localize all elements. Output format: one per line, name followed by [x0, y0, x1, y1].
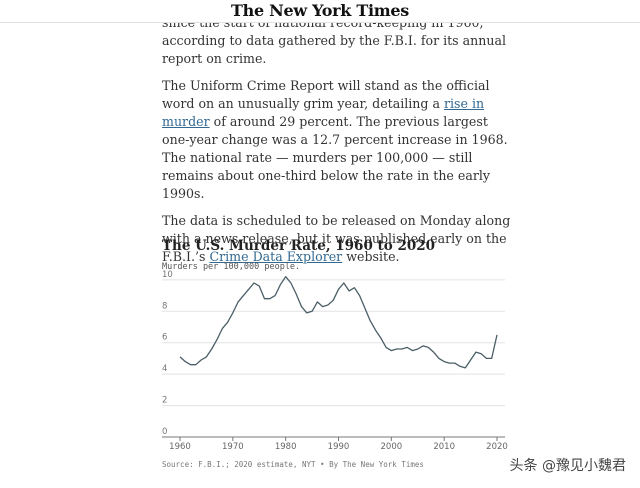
x-tick-label: 1960: [169, 442, 191, 452]
paragraph-2-text-before: The Uniform Crime Report will stand as t…: [162, 78, 490, 111]
y-tick-label: 8: [162, 301, 167, 311]
paragraph-3: The data is scheduled to be released on …: [162, 212, 512, 266]
paragraph-3-text-before: The data is scheduled to be released on …: [162, 213, 511, 264]
x-tick-label: 1980: [275, 442, 297, 452]
y-tick-label: 2: [162, 396, 167, 406]
article-body: since the start of national record-keepi…: [162, 14, 512, 275]
chart-title: The U.S. Murder Rate, 1960 to 2020: [162, 238, 436, 254]
y-tick-label: 10: [162, 270, 173, 280]
paragraph-2: The Uniform Crime Report will stand as t…: [162, 77, 512, 203]
chart-subtitle: Murders per 100,000 people.: [162, 262, 301, 272]
paragraph-2-text-after: of around 29 percent. The previous large…: [162, 114, 508, 201]
rise-in-murder-link[interactable]: rise in murder: [162, 96, 485, 129]
x-tick-label: 2000: [381, 442, 403, 452]
series-line: [179, 276, 498, 369]
y-tick-label: 0: [162, 427, 167, 437]
x-tick-label: 2020: [486, 442, 508, 452]
masthead-logo[interactable]: The New York Times: [231, 1, 409, 20]
x-tick-label: 1990: [328, 442, 350, 452]
masthead: The New York Times: [0, 0, 640, 23]
y-tick-label: 6: [162, 333, 167, 343]
y-tick-label: 4: [162, 364, 167, 374]
paragraph-3-text-after: website.: [342, 249, 400, 264]
chart-source: Source: F.B.I.; 2020 estimate, NYT • By …: [162, 460, 424, 469]
crime-data-explorer-link[interactable]: Crime Data Explorer: [209, 249, 343, 264]
x-tick-label: 2010: [433, 442, 455, 452]
x-tick-label: 1970: [222, 442, 244, 452]
watermark: 头条 @豫见小魏君: [509, 458, 626, 474]
